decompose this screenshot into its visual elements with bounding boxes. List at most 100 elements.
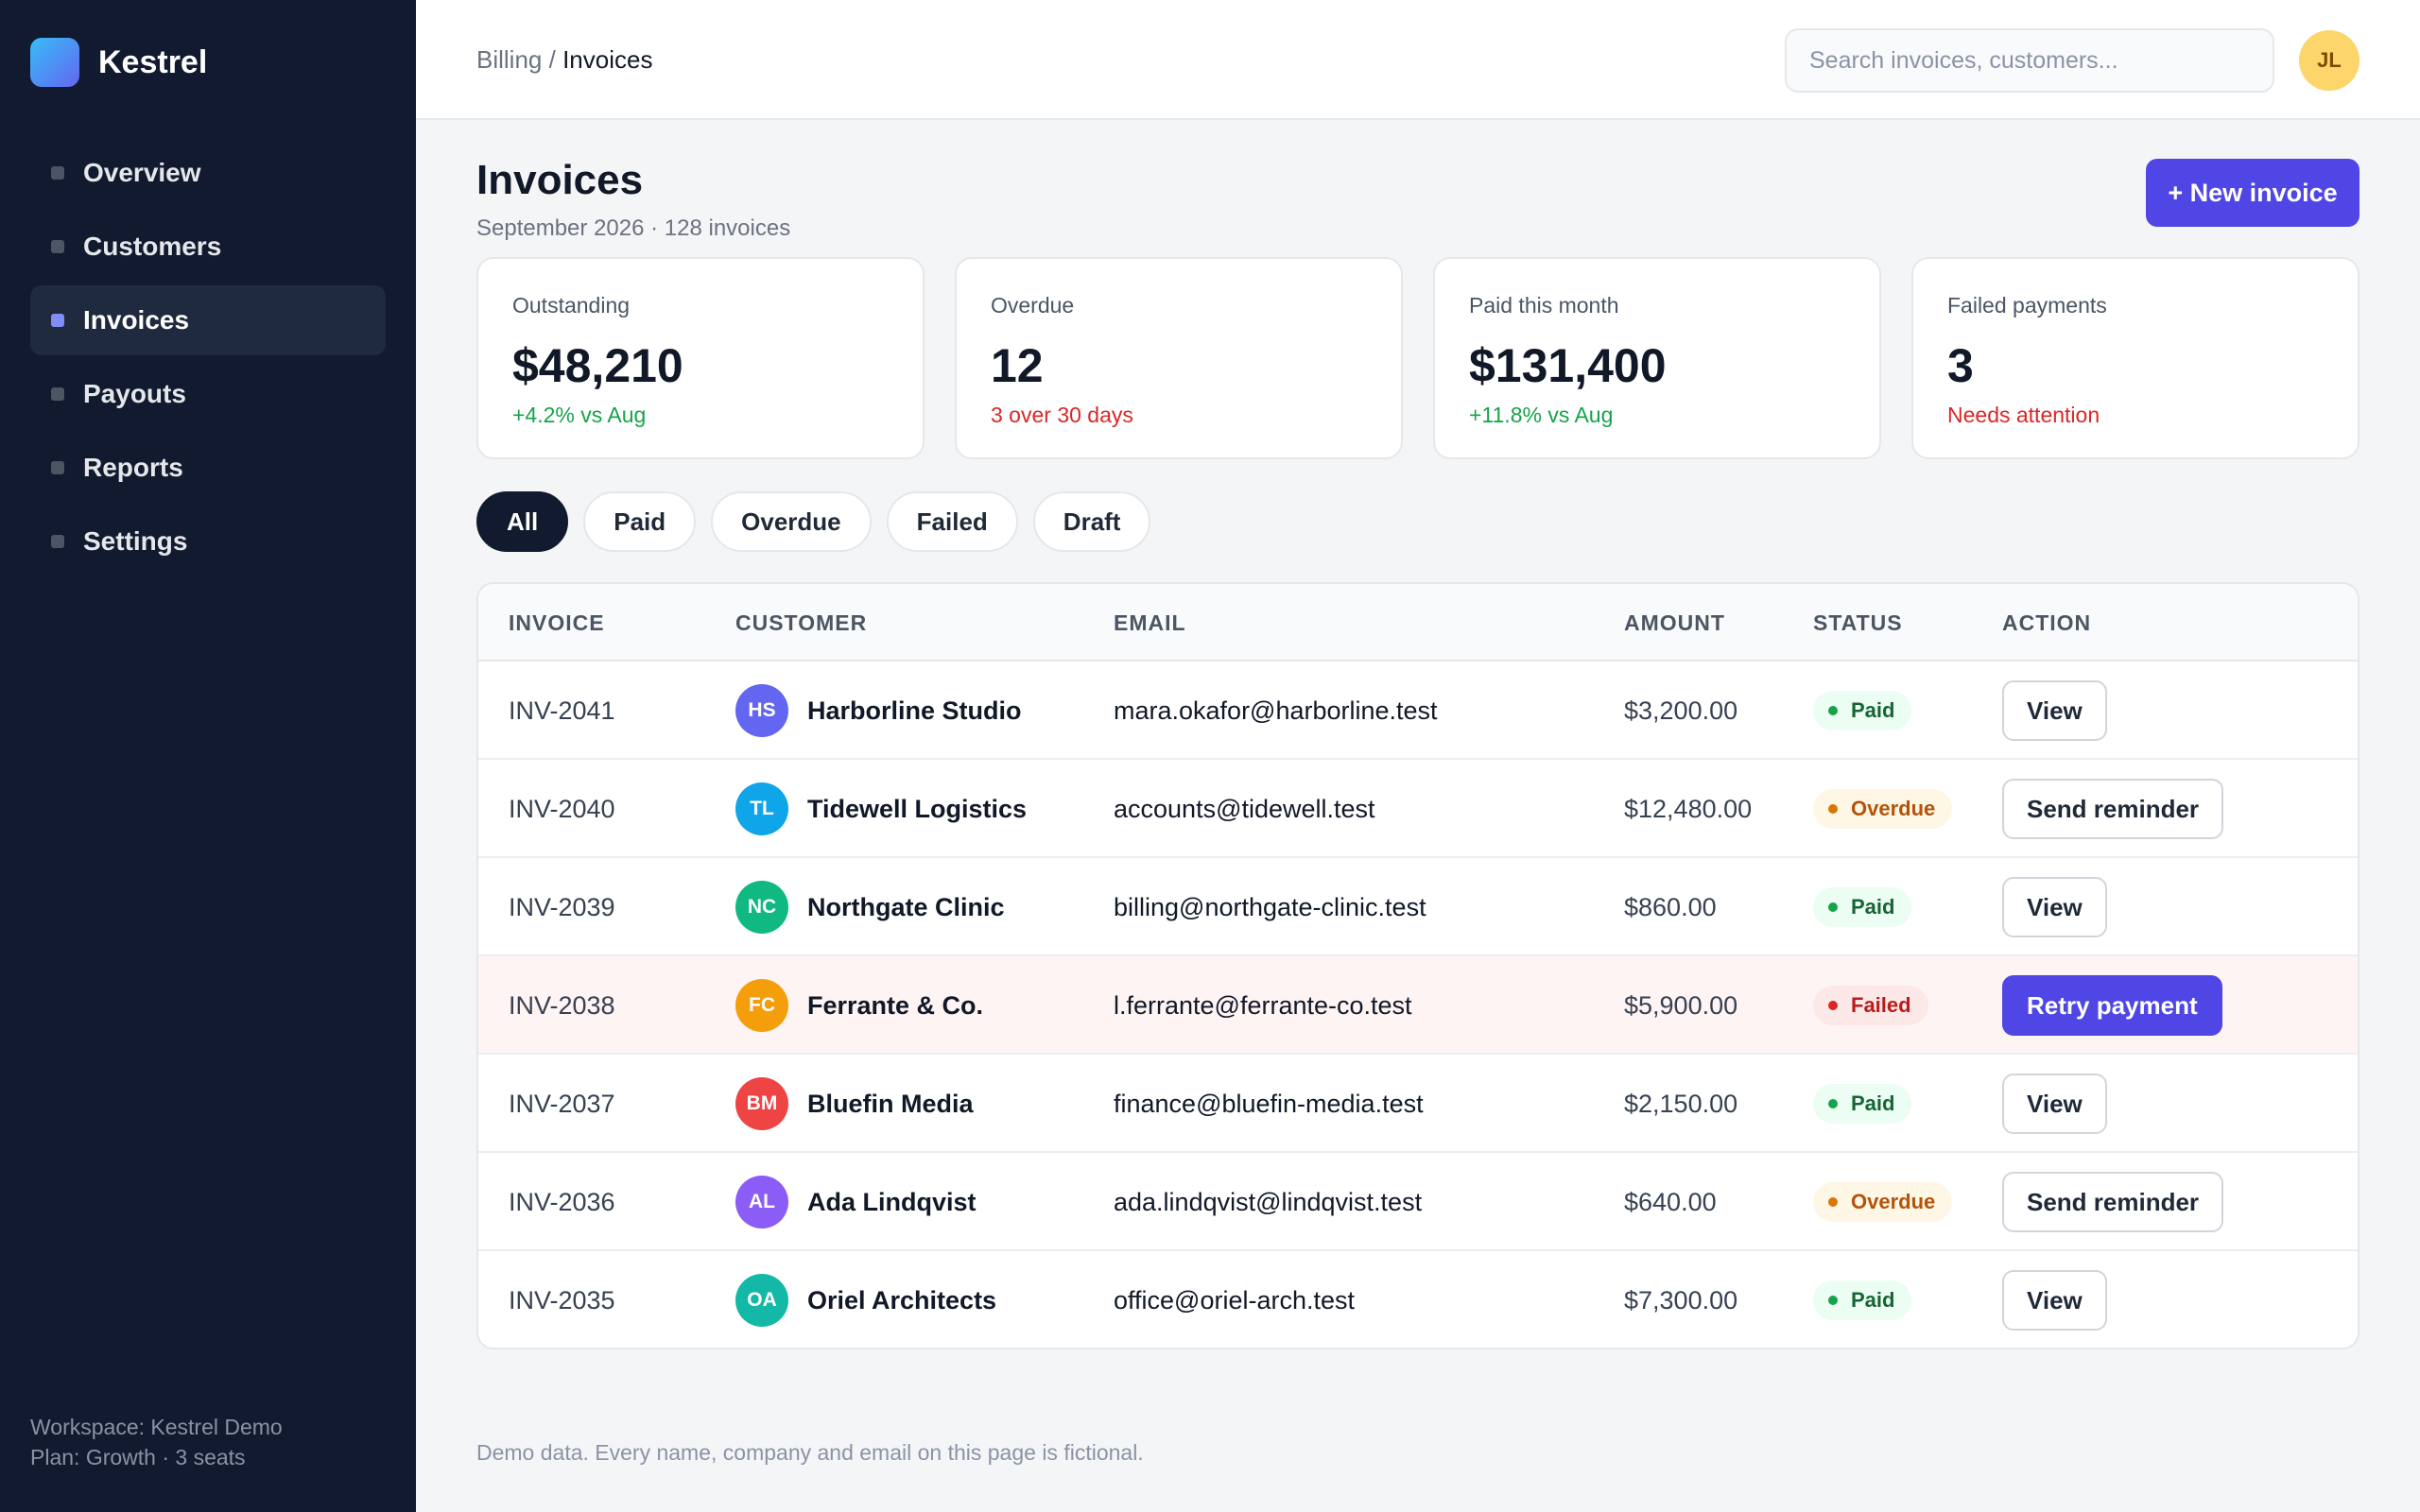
retry-payment-button[interactable]: Retry payment: [2002, 975, 2222, 1036]
customer-name: Bluefin Media: [807, 1089, 974, 1118]
customer-cell[interactable]: NC Northgate Clinic: [735, 858, 1005, 956]
stat-label: Failed payments: [1947, 293, 2107, 318]
customer-cell[interactable]: AL Ada Lindqvist: [735, 1153, 977, 1251]
table-row[interactable]: INV-2035 OA Oriel Architects office@oriel-a…: [478, 1251, 2358, 1348]
workspace-info: Workspace: Kestrel Demo Plan: Growth · 3…: [30, 1412, 283, 1472]
invoice-amount: $5,900.00: [1624, 990, 1738, 1020]
column-header-action: ACTION: [2002, 610, 2092, 635]
stat-note: Needs attention: [1947, 403, 2100, 427]
invoice-number[interactable]: INV-2039: [509, 892, 615, 921]
table-row[interactable]: INV-2038 FC Ferrante & Co. l.ferrante@ferra…: [478, 956, 2358, 1055]
sidebar-item-payouts[interactable]: Payouts: [30, 359, 386, 429]
status-badge: Paid: [1813, 1084, 1912, 1124]
breadcrumb-separator: /: [548, 45, 556, 74]
stat-label: Overdue: [991, 293, 1075, 318]
invoice-amount: $2,150.00: [1624, 1089, 1738, 1118]
kestrel-logo-icon: [30, 38, 79, 87]
table-row[interactable]: INV-2041 HS Harborline Studio mara.okafor@h…: [478, 662, 2358, 760]
sidebar-item-settings[interactable]: Settings: [30, 507, 386, 576]
new-invoice-button[interactable]: + New invoice: [2146, 159, 2360, 227]
status-dot-icon: [1828, 1197, 1838, 1207]
customer-cell[interactable]: OA Oriel Architects: [735, 1251, 996, 1348]
breadcrumb-parent[interactable]: Billing: [476, 45, 543, 74]
column-header-invoice: INVOICE: [509, 610, 605, 635]
send-reminder-button[interactable]: Send reminder: [2002, 779, 2224, 839]
customer-cell[interactable]: TL Tidewell Logistics: [735, 760, 1027, 858]
stat-label: Paid this month: [1469, 293, 1619, 318]
invoice-number[interactable]: INV-2037: [509, 1089, 615, 1118]
stat-value: $131,400: [1469, 339, 1667, 392]
customer-name: Harborline Studio: [807, 696, 1022, 725]
invoice-amount: $860.00: [1624, 892, 1717, 921]
table-row[interactable]: INV-2040 TL Tidewell Logistics accounts@tid…: [478, 760, 2358, 858]
status-label: Overdue: [1851, 1190, 1936, 1213]
stat-value: $48,210: [512, 339, 683, 392]
view-button[interactable]: View: [2002, 680, 2107, 741]
customer-cell[interactable]: BM Bluefin Media: [735, 1055, 974, 1153]
column-header-amount: AMOUNT: [1624, 610, 1725, 635]
customer-cell[interactable]: HS Harborline Studio: [735, 662, 1022, 760]
table-body: INV-2041 HS Harborline Studio mara.okafor@h…: [478, 662, 2358, 1348]
filter-overdue[interactable]: Overdue: [711, 491, 872, 552]
filter-all[interactable]: All: [476, 491, 569, 552]
customer-avatar: AL: [735, 1176, 788, 1228]
topbar: Billing / Invoices JL: [416, 0, 2420, 120]
invoice-amount: $3,200.00: [1624, 696, 1738, 725]
status-dot-icon: [1828, 1001, 1838, 1010]
stat-note: 3 over 30 days: [991, 403, 1133, 427]
invoice-number[interactable]: INV-2038: [509, 990, 615, 1020]
action-cell: View: [2002, 858, 2107, 956]
action-cell: Send reminder: [2002, 1153, 2224, 1251]
customer-name: Ada Lindqvist: [807, 1187, 977, 1216]
filter-draft[interactable]: Draft: [1032, 491, 1151, 552]
sidebar-item-label: Invoices: [83, 305, 190, 335]
sidebar-item-reports[interactable]: Reports: [30, 433, 386, 503]
status-dot-icon: [1828, 1296, 1838, 1305]
status-cell: Paid: [1813, 662, 1912, 760]
table-row[interactable]: INV-2039 NC Northgate Clinic billing@northg…: [478, 858, 2358, 956]
status-cell: Overdue: [1813, 1153, 1953, 1251]
stat-note: +11.8% vs Aug: [1469, 403, 1614, 427]
customer-name: Ferrante & Co.: [807, 990, 984, 1020]
view-button[interactable]: View: [2002, 1270, 2107, 1331]
nav-dot-icon: [51, 387, 64, 401]
customer-email: office@oriel-arch.test: [1114, 1285, 1356, 1314]
action-cell: View: [2002, 662, 2107, 760]
sidebar-item-invoices[interactable]: Invoices: [30, 285, 386, 355]
status-dot-icon: [1828, 1099, 1838, 1108]
invoice-number[interactable]: INV-2041: [509, 696, 615, 725]
customer-avatar: FC: [735, 979, 788, 1032]
status-dot-icon: [1828, 804, 1838, 814]
search-input[interactable]: [1785, 28, 2274, 93]
sidebar-item-label: Reports: [83, 453, 183, 482]
invoice-number[interactable]: INV-2040: [509, 794, 615, 823]
breadcrumb-current: Invoices: [562, 45, 653, 74]
customer-email: billing@northgate-clinic.test: [1114, 892, 1426, 921]
table-row[interactable]: INV-2037 BM Bluefin Media finance@bluefin-m…: [478, 1055, 2358, 1153]
stat-note: +4.2% vs Aug: [512, 403, 647, 427]
customer-email: ada.lindqvist@lindqvist.test: [1114, 1187, 1423, 1216]
customer-email: finance@bluefin-media.test: [1114, 1089, 1424, 1118]
action-cell: View: [2002, 1251, 2107, 1348]
table-row[interactable]: INV-2036 AL Ada Lindqvist ada.lindqvist@lin…: [478, 1153, 2358, 1251]
invoice-number[interactable]: INV-2035: [509, 1285, 615, 1314]
nav-dot-icon: [51, 461, 64, 474]
filter-failed[interactable]: Failed: [886, 491, 1018, 552]
invoice-number[interactable]: INV-2036: [509, 1187, 615, 1216]
workspace-plan: Plan: Growth · 3 seats: [30, 1445, 246, 1469]
stat-card-overdue: Overdue 12 3 over 30 days: [955, 257, 1403, 459]
send-reminder-button[interactable]: Send reminder: [2002, 1172, 2224, 1232]
user-avatar[interactable]: JL: [2299, 30, 2360, 91]
sidebar-item-overview[interactable]: Overview: [30, 138, 386, 208]
brand[interactable]: Kestrel: [30, 38, 207, 87]
status-label: Failed: [1851, 993, 1911, 1017]
status-dot-icon: [1828, 902, 1838, 912]
view-button[interactable]: View: [2002, 877, 2107, 937]
view-button[interactable]: View: [2002, 1074, 2107, 1134]
stat-card-outstanding: Outstanding $48,210 +4.2% vs Aug: [476, 257, 925, 459]
filter-paid[interactable]: Paid: [583, 491, 697, 552]
customer-cell[interactable]: FC Ferrante & Co.: [735, 956, 983, 1055]
status-label: Paid: [1851, 698, 1895, 722]
sidebar-item-customers[interactable]: Customers: [30, 212, 386, 282]
customer-avatar: TL: [735, 782, 788, 835]
